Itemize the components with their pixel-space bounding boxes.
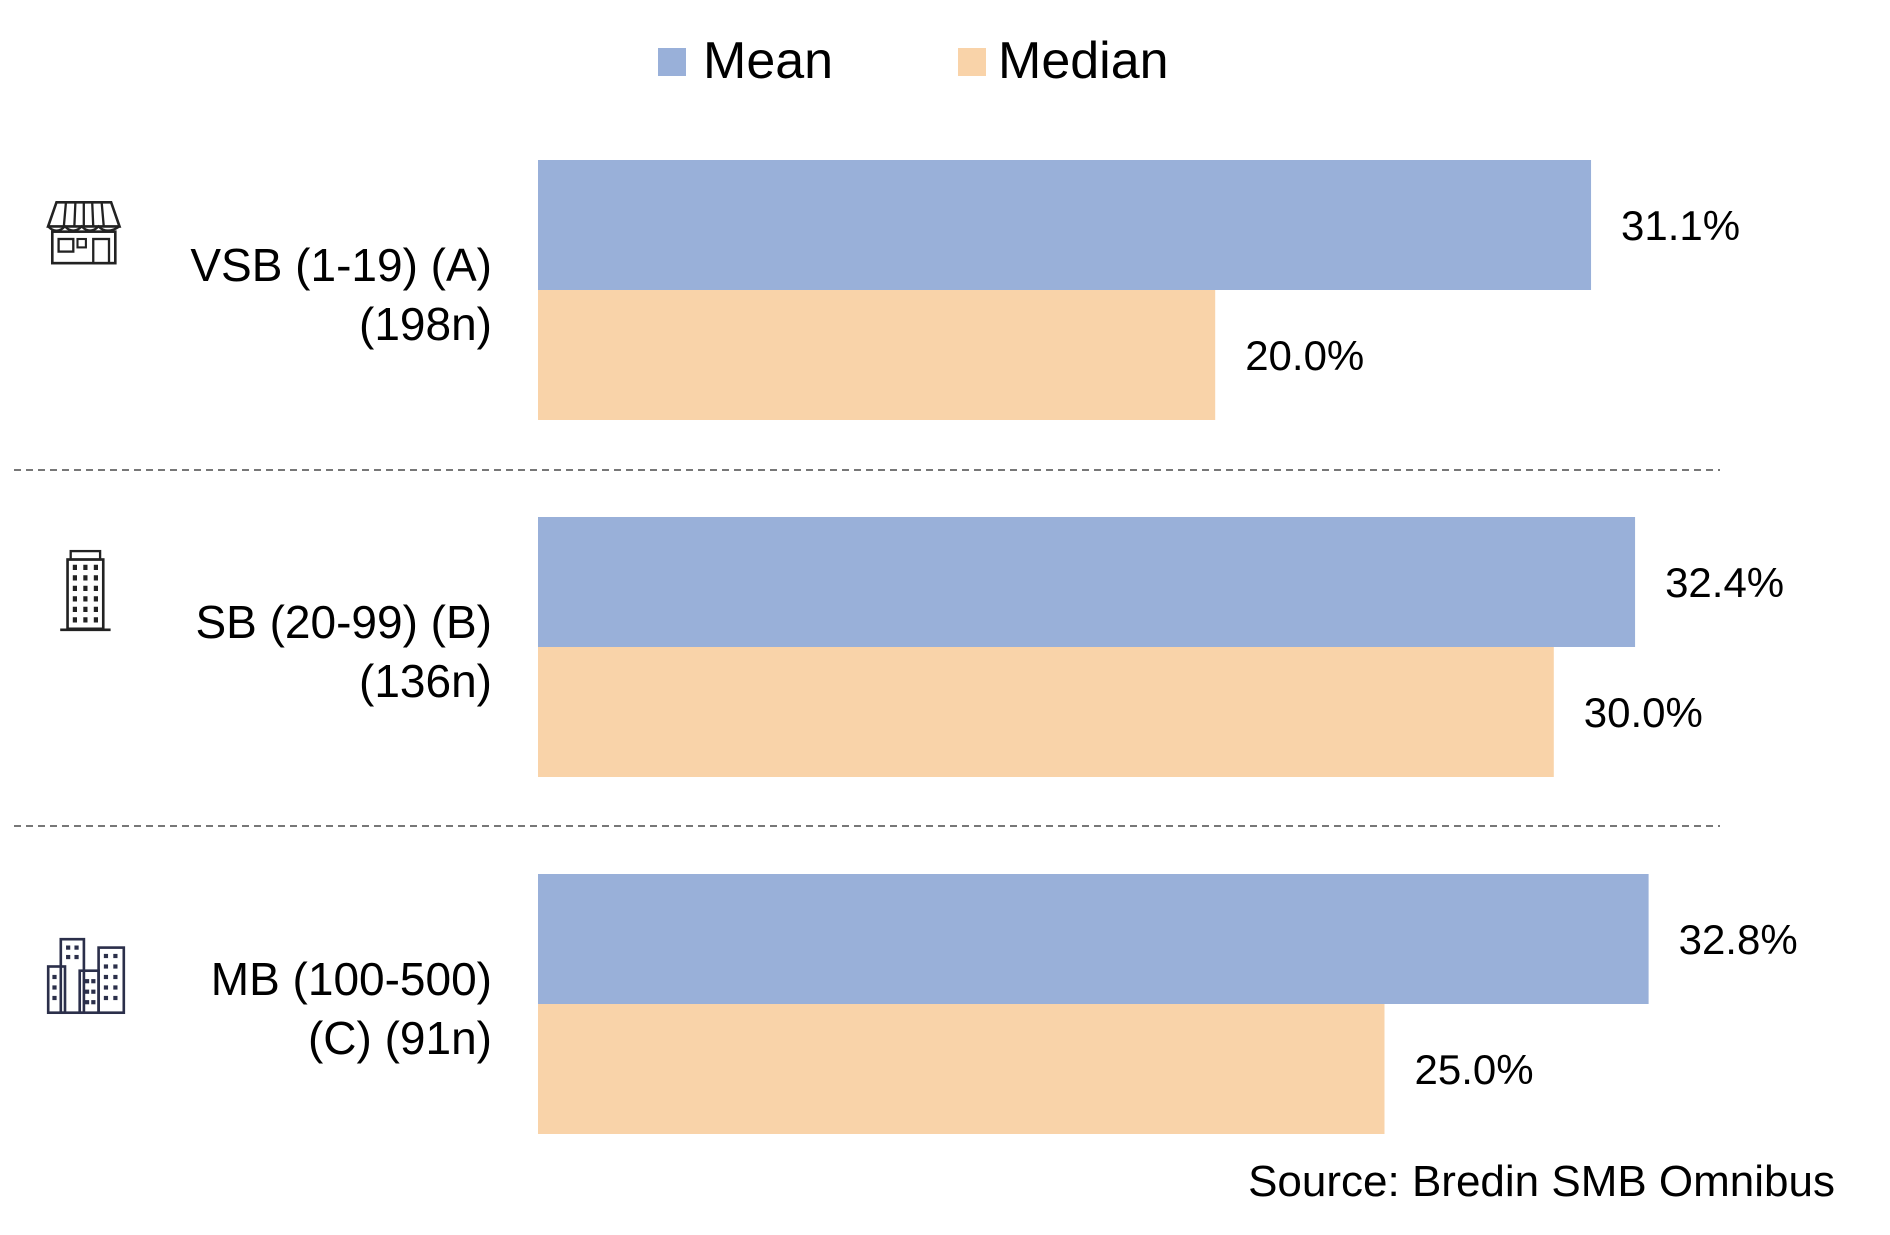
legend-label-mean: Mean bbox=[703, 32, 833, 90]
bar-mean-3 bbox=[538, 874, 1649, 1004]
category-label-3-line-2: (C) (91n) bbox=[308, 1012, 492, 1064]
category-label-1-line-2: (198n) bbox=[359, 298, 492, 350]
source-note: Source: Bredin SMB Omnibus bbox=[1248, 1157, 1835, 1206]
value-label-mean-3: 32.8% bbox=[1679, 916, 1798, 963]
category-labels: VSB (1-19) (A) (198n) SB (20-99) (B) (136n)… bbox=[46, 200, 492, 1064]
category-label-3-line-1: MB (100-500) bbox=[211, 953, 492, 1005]
legend-swatch-mean bbox=[658, 48, 686, 76]
bars bbox=[538, 160, 1649, 1134]
bar-median-3 bbox=[538, 1004, 1385, 1134]
value-labels: 31.1% 20.0% 32.4% 30.0% 32.8% 25.0% bbox=[1245, 202, 1798, 1093]
office-tower-icon bbox=[58, 549, 112, 632]
bar-median-2 bbox=[538, 647, 1554, 777]
value-label-median-3: 25.0% bbox=[1415, 1046, 1534, 1093]
storefront-icon bbox=[46, 200, 121, 265]
category-label-1-line-1: VSB (1-19) (A) bbox=[190, 239, 492, 291]
bar-median-1 bbox=[538, 290, 1216, 420]
value-label-median-1: 20.0% bbox=[1245, 332, 1364, 379]
category-label-2-line-2: (136n) bbox=[359, 655, 492, 707]
legend: Mean Median bbox=[658, 32, 1169, 90]
category-label-2-line-1: SB (20-99) (B) bbox=[195, 596, 492, 648]
bar-mean-2 bbox=[538, 517, 1636, 647]
value-label-median-2: 30.0% bbox=[1584, 689, 1703, 736]
value-label-mean-1: 31.1% bbox=[1621, 202, 1740, 249]
value-label-mean-2: 32.4% bbox=[1665, 559, 1784, 606]
legend-swatch-median bbox=[958, 48, 986, 76]
bar-mean-1 bbox=[538, 160, 1592, 290]
legend-label-median: Median bbox=[998, 32, 1169, 90]
separators bbox=[14, 469, 1720, 827]
city-buildings-icon bbox=[46, 937, 126, 1015]
